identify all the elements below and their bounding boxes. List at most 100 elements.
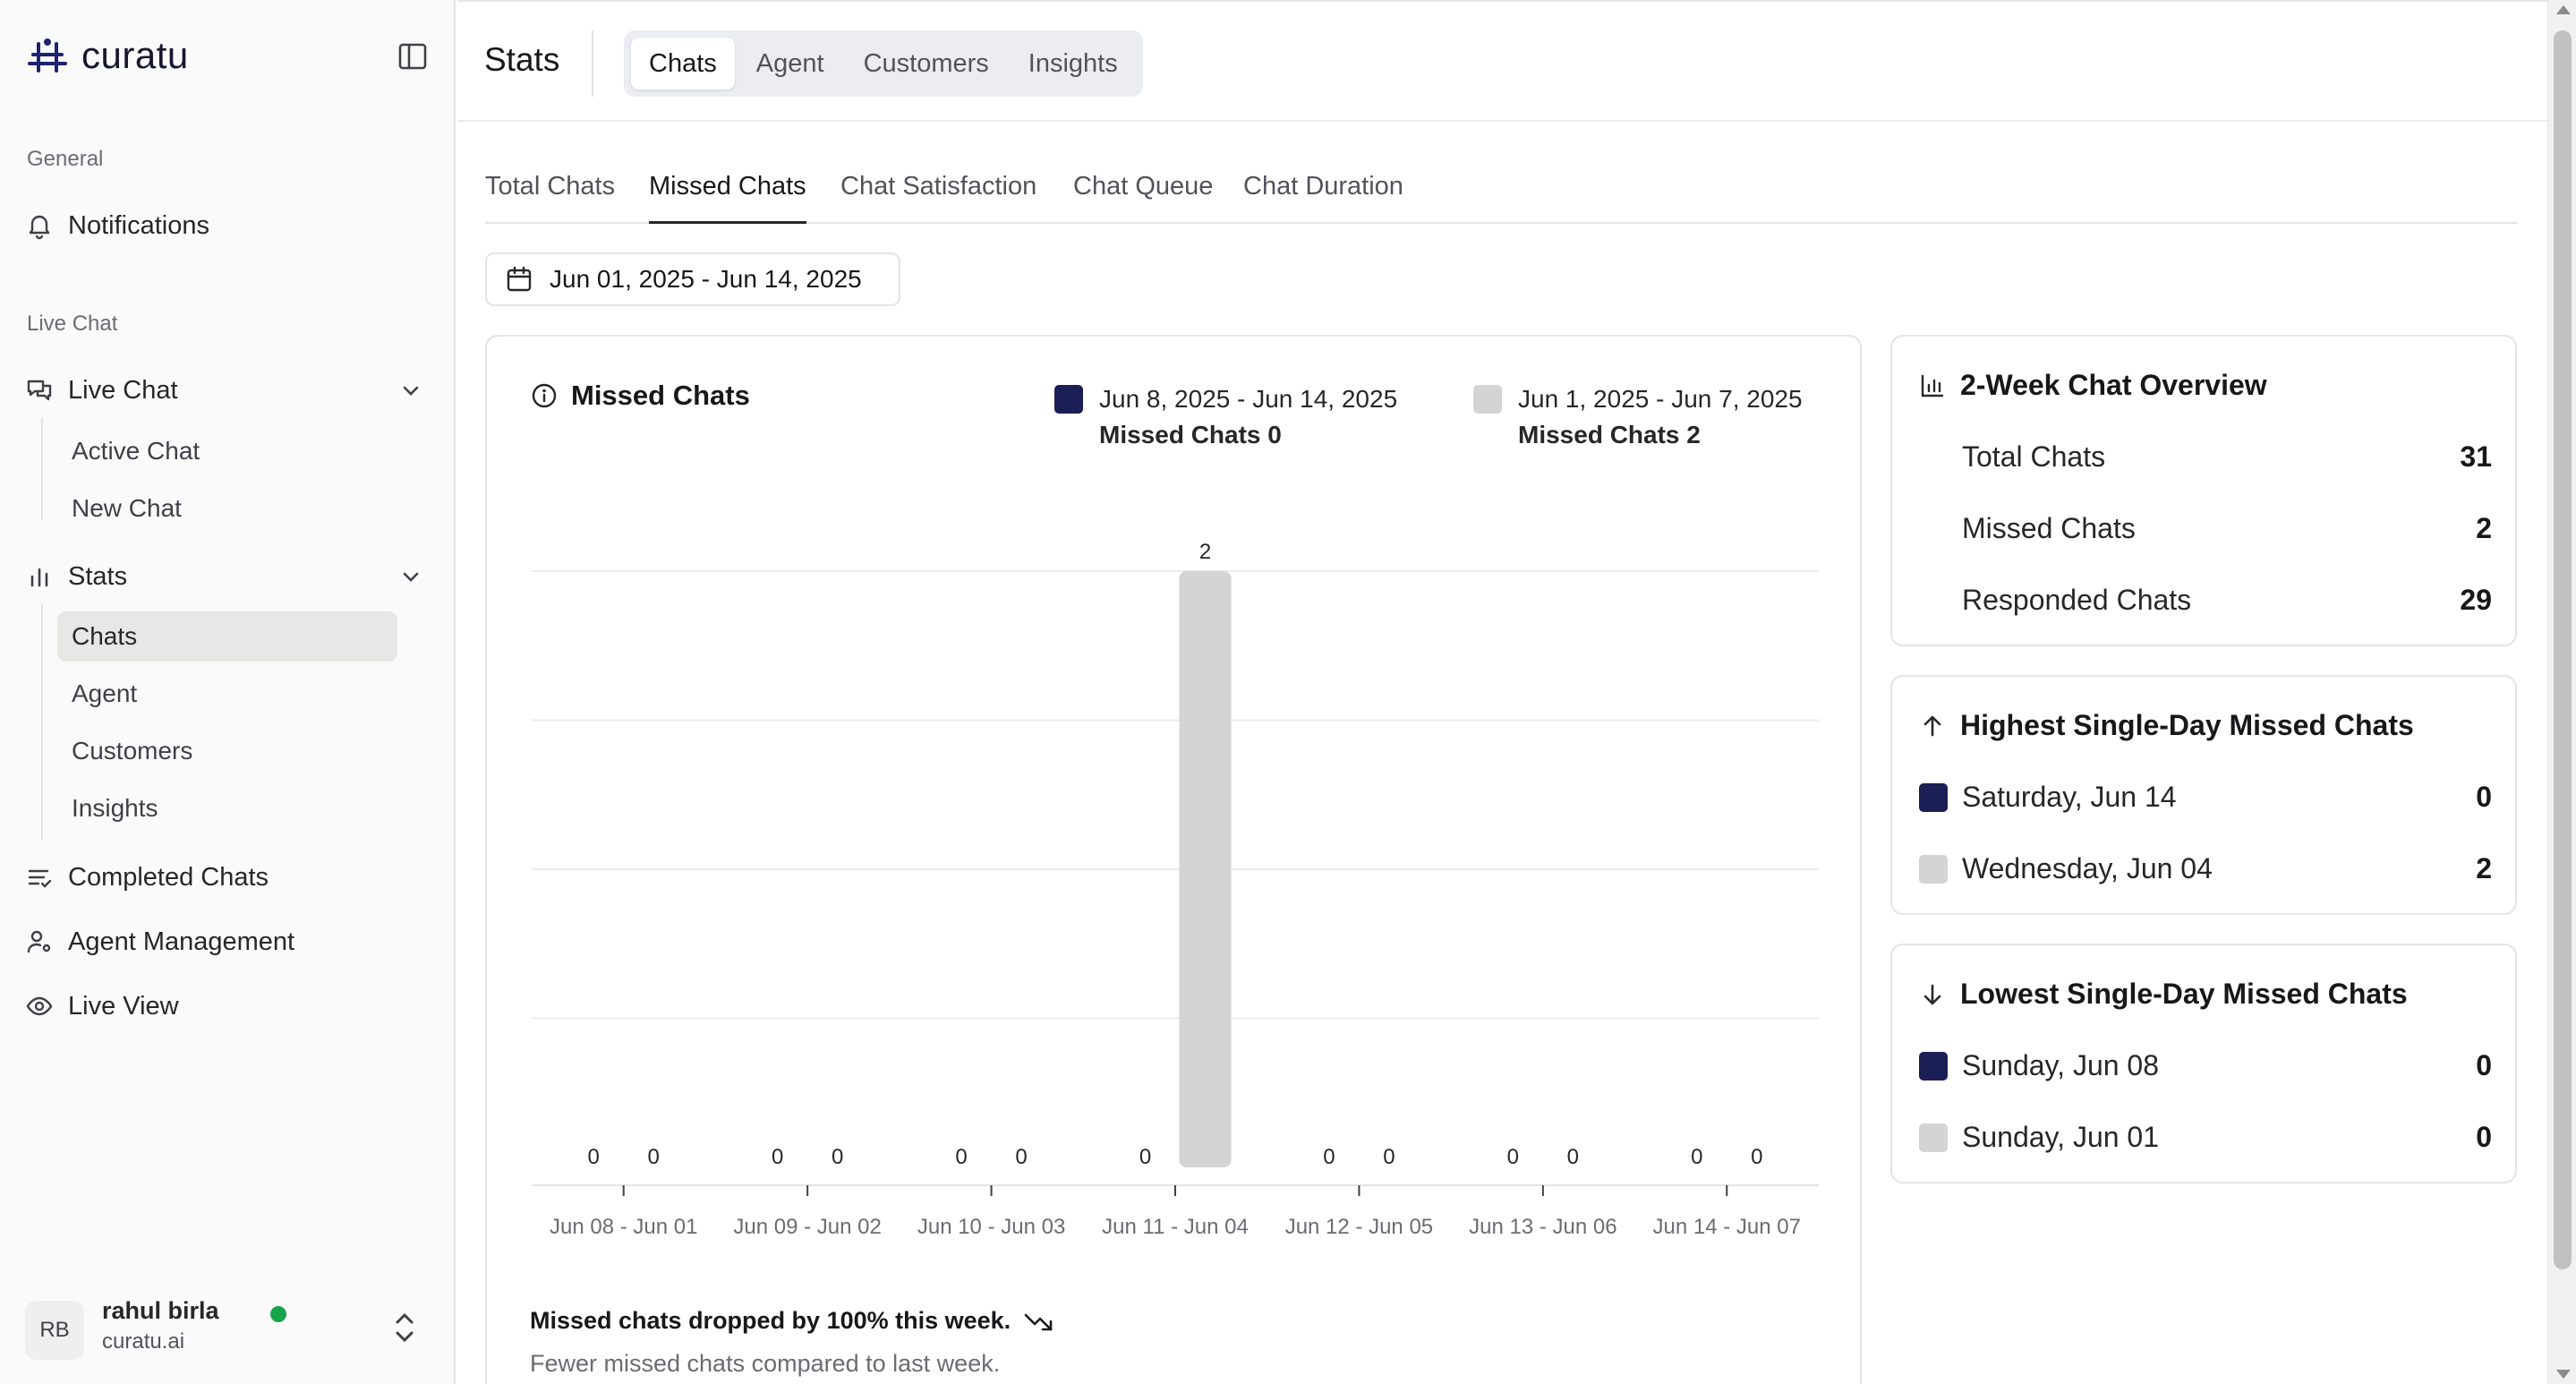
tab-agent[interactable]: Agent — [755, 48, 824, 78]
x-tick-label: Jun 10 - Jun 03 — [917, 1215, 1065, 1239]
x-tick-label: Jun 12 - Jun 05 — [1285, 1215, 1433, 1239]
user-menu[interactable]: RB rahul birla curatu.ai — [25, 1294, 437, 1362]
overview-total-value: 31 — [2460, 440, 2492, 473]
online-status-dot — [270, 1306, 286, 1322]
lowest-title-text: Lowest Single-Day Missed Chats — [1960, 978, 2408, 1010]
scroll-up-arrow[interactable] — [2556, 5, 2571, 14]
date-range-picker[interactable]: Jun 01, 2025 - Jun 14, 2025 — [485, 252, 900, 306]
nav-stats[interactable]: Stats — [25, 555, 127, 598]
section-label-general: General — [27, 147, 104, 171]
highest-previous-value: 2 — [2476, 851, 2492, 884]
sidebar-item-agent[interactable]: Agent — [72, 679, 138, 707]
data-label: 0 — [832, 1145, 843, 1169]
bar-chart-icon — [1921, 374, 1944, 397]
nav-notifications[interactable]: Notifications — [25, 204, 209, 247]
tab-total-chats[interactable]: Total Chats — [485, 172, 616, 201]
calendar-icon — [507, 266, 532, 292]
swatch-previous — [1919, 1123, 1948, 1152]
nav-live-view-label: Live View — [68, 991, 179, 1021]
user-org: curatu.ai — [102, 1329, 185, 1354]
tab-chat-duration[interactable]: Chat Duration — [1243, 172, 1403, 201]
x-tick-label: Jun 13 - Jun 06 — [1469, 1215, 1616, 1239]
tab-insights[interactable]: Insights — [1028, 48, 1118, 78]
bar-chart-icon — [30, 568, 48, 587]
sidebar-item-customers[interactable]: Customers — [72, 737, 193, 765]
sidebar-item-insights[interactable]: Insights — [72, 794, 158, 822]
lowest-previous-value: 0 — [2476, 1120, 2492, 1153]
chart-trend-subtext: Fewer missed chats compared to last week… — [530, 1350, 1001, 1377]
swatch-current — [1919, 783, 1948, 812]
scroll-down-arrow[interactable] — [2556, 1370, 2571, 1379]
lowest-previous-label: Sunday, Jun 01 — [1962, 1120, 2160, 1153]
lowest-row-current: Sunday, Jun 08 0 — [1919, 1044, 2492, 1087]
data-label: 0 — [772, 1145, 783, 1169]
nav-live-view[interactable]: Live View — [25, 985, 179, 1028]
chevron-down-icon[interactable] — [397, 563, 424, 590]
data-label: 0 — [1139, 1145, 1151, 1169]
lowest-row-previous: Sunday, Jun 01 0 — [1919, 1115, 2492, 1158]
bar — [1179, 571, 1232, 1167]
nav-notifications-label: Notifications — [68, 210, 209, 240]
legend-item-previous-week: Jun 1, 2025 - Jun 7, 2025 Missed Chats 2 — [1473, 385, 1803, 449]
highest-current-value: 0 — [2476, 780, 2492, 813]
sidebar: curatu General Notifications Live Chat L… — [0, 0, 456, 1384]
page-title: Stats — [484, 41, 560, 78]
tab-customers[interactable]: Customers — [863, 48, 989, 78]
chart-title-text: Missed Chats — [571, 380, 750, 411]
chart-trend-text: Missed chats dropped by 100% this week. — [530, 1307, 1011, 1334]
nav-agent-management[interactable]: Agent Management — [25, 920, 294, 963]
x-tick-label: Jun 08 - Jun 01 — [550, 1215, 697, 1239]
lowest-current-value: 0 — [2476, 1048, 2492, 1081]
x-tick-label: Jun 09 - Jun 02 — [733, 1215, 881, 1239]
arrow-up-icon — [1923, 715, 1941, 736]
sidebar-toggle-icon[interactable] — [397, 41, 428, 72]
overview-panel: 2-Week Chat Overview Total Chats 31 Miss… — [1890, 335, 2517, 646]
scroll-thumb[interactable] — [2554, 30, 2572, 1269]
app-logo[interactable]: curatu — [26, 34, 189, 77]
avatar: RB — [25, 1301, 84, 1360]
submenu-guide — [41, 417, 43, 519]
tab-missed-chats[interactable]: Missed Chats — [649, 161, 806, 224]
data-label: 0 — [588, 1145, 600, 1169]
overview-row-total: Total Chats 31 — [1919, 435, 2492, 478]
nav-completed-chats[interactable]: Completed Chats — [25, 856, 269, 899]
legend-previous-range: Jun 1, 2025 - Jun 7, 2025 — [1518, 385, 1803, 413]
highest-previous-label: Wednesday, Jun 04 — [1962, 851, 2213, 884]
legend-item-current-week: Jun 8, 2025 - Jun 14, 2025 Missed Chats … — [1054, 385, 1397, 449]
logo-icon — [28, 38, 67, 73]
nav-agent-management-label: Agent Management — [68, 927, 295, 956]
legend-swatch-current — [1054, 385, 1083, 414]
swatch-previous — [1919, 855, 1948, 884]
data-label: 2 — [1199, 540, 1211, 564]
x-tick-label: Jun 11 - Jun 04 — [1102, 1215, 1249, 1239]
info-icon[interactable] — [530, 381, 559, 410]
lowest-missed-panel: Lowest Single-Day Missed Chats Sunday, J… — [1890, 944, 2517, 1183]
user-gear-icon — [27, 930, 51, 953]
overview-responded-label: Responded Chats — [1962, 583, 2192, 616]
overview-title: 2-Week Chat Overview — [1919, 369, 2267, 402]
chart-card-title: Missed Chats — [530, 380, 750, 412]
tab-chat-satisfaction[interactable]: Chat Satisfaction — [840, 172, 1037, 201]
data-label: 0 — [1507, 1145, 1519, 1169]
highest-row-previous: Wednesday, Jun 04 2 — [1919, 847, 2492, 890]
top-bar: Stats Chats Agent Customers Insights — [457, 0, 2548, 122]
overview-missed-label: Missed Chats — [1962, 511, 2136, 544]
chevrons-up-down-icon[interactable] — [388, 1308, 421, 1347]
legend-swatch-previous — [1473, 385, 1502, 414]
legend-previous-summary: Missed Chats 2 — [1518, 421, 1701, 449]
data-label: 0 — [1691, 1145, 1702, 1169]
sidebar-item-active-chat[interactable]: Active Chat — [72, 437, 200, 465]
lowest-current-label: Sunday, Jun 08 — [1962, 1048, 2160, 1081]
chevron-down-icon[interactable] — [397, 377, 424, 404]
tab-chat-queue[interactable]: Chat Queue — [1073, 172, 1214, 201]
tab-chats[interactable]: Chats — [631, 38, 735, 90]
data-label: 0 — [1323, 1145, 1335, 1169]
overview-responded-value: 29 — [2460, 583, 2492, 616]
sidebar-item-chats[interactable]: Chats — [57, 611, 397, 662]
sidebar-item-new-chat[interactable]: New Chat — [72, 494, 182, 522]
page-scrollbar[interactable] — [2547, 0, 2576, 1384]
overview-row-missed: Missed Chats 2 — [1919, 507, 2492, 550]
highest-missed-panel: Highest Single-Day Missed Chats Saturday… — [1890, 675, 2517, 915]
metric-tabs: Total Chats Missed Chats Chat Satisfacti… — [485, 161, 2517, 224]
nav-live-chat[interactable]: Live Chat — [25, 369, 178, 412]
